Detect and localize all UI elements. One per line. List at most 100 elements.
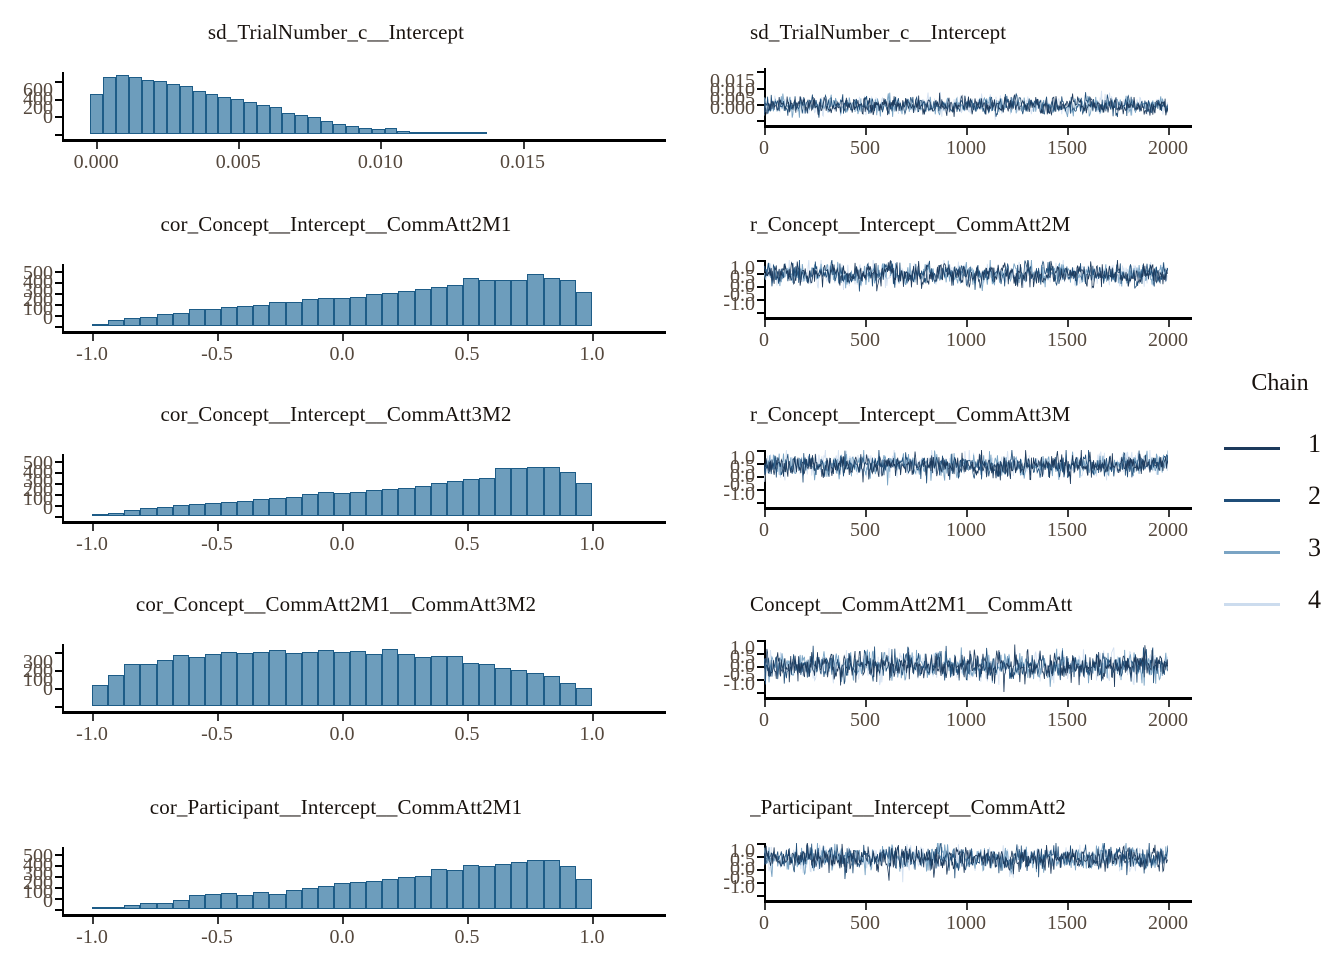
histogram-bar: [317, 491, 334, 516]
chain-legend: Chain 1 2 3 4: [1216, 370, 1344, 631]
y-tick-label: -1.0: [723, 673, 755, 695]
y-tick-label: 0: [43, 306, 53, 329]
x-tick-label: -0.5: [201, 926, 233, 948]
density-panel: cor_Concept__CommAtt2M1__CommAtt3M2 300 20…: [0, 592, 672, 762]
histogram-bar: [446, 285, 463, 326]
y-tick: [757, 71, 764, 74]
y-tick: [55, 706, 62, 708]
histogram-bar: [435, 132, 449, 134]
y-tick-label: 0.005: [710, 87, 755, 110]
y-tick: [757, 260, 764, 262]
histogram-bar: [221, 307, 238, 326]
histogram-bar: [269, 107, 283, 134]
trace-line-chain-1: [764, 644, 1168, 692]
histogram-bar: [295, 114, 308, 134]
x-tick-label: 0.5: [454, 533, 480, 555]
histogram-bar: [167, 84, 180, 134]
histogram-bar: [575, 878, 592, 909]
x-tick-label: 500: [850, 709, 880, 731]
x-tick-label: 1000: [946, 709, 986, 731]
x-tick-label: 500: [850, 912, 880, 934]
y-tick: [55, 471, 62, 474]
trace-line-chain-2: [764, 645, 1168, 685]
legend-entry[interactable]: 1: [1216, 423, 1344, 475]
x-tick-label: 2000: [1148, 912, 1188, 934]
plot-row: cor_Concept__Intercept__CommAtt3M2 500 400…: [0, 402, 1344, 572]
panel-title: sd_TrialNumber_c__Intercept: [750, 20, 1007, 44]
x-tick: [342, 714, 344, 721]
legend-color-key: [1224, 603, 1280, 606]
histogram-bar: [511, 861, 528, 909]
legend-title: Chain: [1251, 370, 1309, 396]
histogram-bar: [366, 881, 383, 909]
histogram-bar: [221, 652, 238, 706]
x-axis-line: [62, 331, 666, 334]
histogram-bar: [366, 293, 383, 326]
histogram-bar: [103, 77, 116, 134]
y-axis-line: [62, 72, 64, 140]
histogram-bar: [301, 493, 318, 516]
x-tick-label: 1.0: [579, 343, 605, 365]
histogram-bar: [462, 479, 479, 516]
histogram-bar: [446, 480, 463, 516]
density-panel: sd_TrialNumber_c__Intercept 600 400 200 0 0.0…: [0, 20, 672, 190]
histogram-bar: [285, 653, 302, 706]
x-tick: [865, 510, 867, 517]
x-tick: [966, 320, 968, 327]
y-tick: [757, 87, 764, 90]
y-tick: [55, 460, 62, 463]
x-tick: [217, 714, 219, 721]
histogram-bar: [527, 467, 544, 516]
histogram-bar: [382, 648, 399, 706]
y-tick-label: 300: [23, 862, 53, 885]
histogram-bar: [479, 865, 496, 909]
x-tick: [1168, 510, 1170, 517]
legend-entry[interactable]: 3: [1216, 527, 1344, 579]
y-tick: [757, 502, 764, 504]
histogram-bar: [253, 304, 270, 326]
y-tick: [757, 882, 764, 884]
x-tick: [1067, 128, 1069, 135]
x-tick-label: 1000: [946, 912, 986, 934]
x-tick: [467, 917, 469, 924]
y-tick-label: 300: [23, 469, 53, 492]
histogram-bar: [140, 317, 157, 326]
histogram-bar: [333, 298, 350, 326]
y-axis-line: [62, 847, 64, 915]
histogram-bar: [204, 502, 221, 516]
trace-line-chain-1: [764, 450, 1168, 484]
histogram-bar: [543, 676, 560, 706]
histogram-bar: [366, 653, 383, 706]
x-tick: [217, 524, 219, 531]
panel-title: sd_TrialNumber_c__Intercept: [207, 20, 465, 44]
legend-entry-label: 1: [1308, 429, 1321, 458]
x-tick: [1067, 510, 1069, 517]
histogram-bar: [474, 132, 487, 134]
legend-color-key: [1224, 551, 1280, 554]
histogram-bar: [397, 130, 411, 134]
legend-color-key: [1224, 447, 1280, 450]
legend-entry[interactable]: 4: [1216, 579, 1344, 631]
x-axis-line: [62, 914, 666, 917]
y-tick-label: 100: [23, 487, 53, 510]
x-axis-line: [764, 125, 1192, 128]
x-axis-line: [62, 521, 666, 524]
histogram-bar: [446, 655, 463, 706]
y-tick-label: 1.0: [730, 447, 755, 469]
histogram-bar: [575, 688, 592, 706]
density-panel: cor_Participant__Intercept__CommAtt2M1 50…: [0, 795, 672, 965]
y-tick-label: -0.5: [723, 867, 755, 889]
y-tick: [757, 666, 764, 668]
histogram-bar: [156, 313, 173, 326]
x-tick: [865, 903, 867, 910]
y-tick-label: 0.5: [730, 266, 755, 288]
histogram-bar: [90, 93, 104, 134]
legend-entry[interactable]: 2: [1216, 475, 1344, 527]
y-tick: [55, 314, 62, 317]
x-tick: [1067, 903, 1069, 910]
x-tick: [467, 714, 469, 721]
legend-entry-label: 3: [1308, 533, 1321, 562]
x-tick-label: 1500: [1047, 329, 1087, 351]
x-tick: [1168, 903, 1170, 910]
x-tick-label: 0.0: [329, 533, 355, 555]
